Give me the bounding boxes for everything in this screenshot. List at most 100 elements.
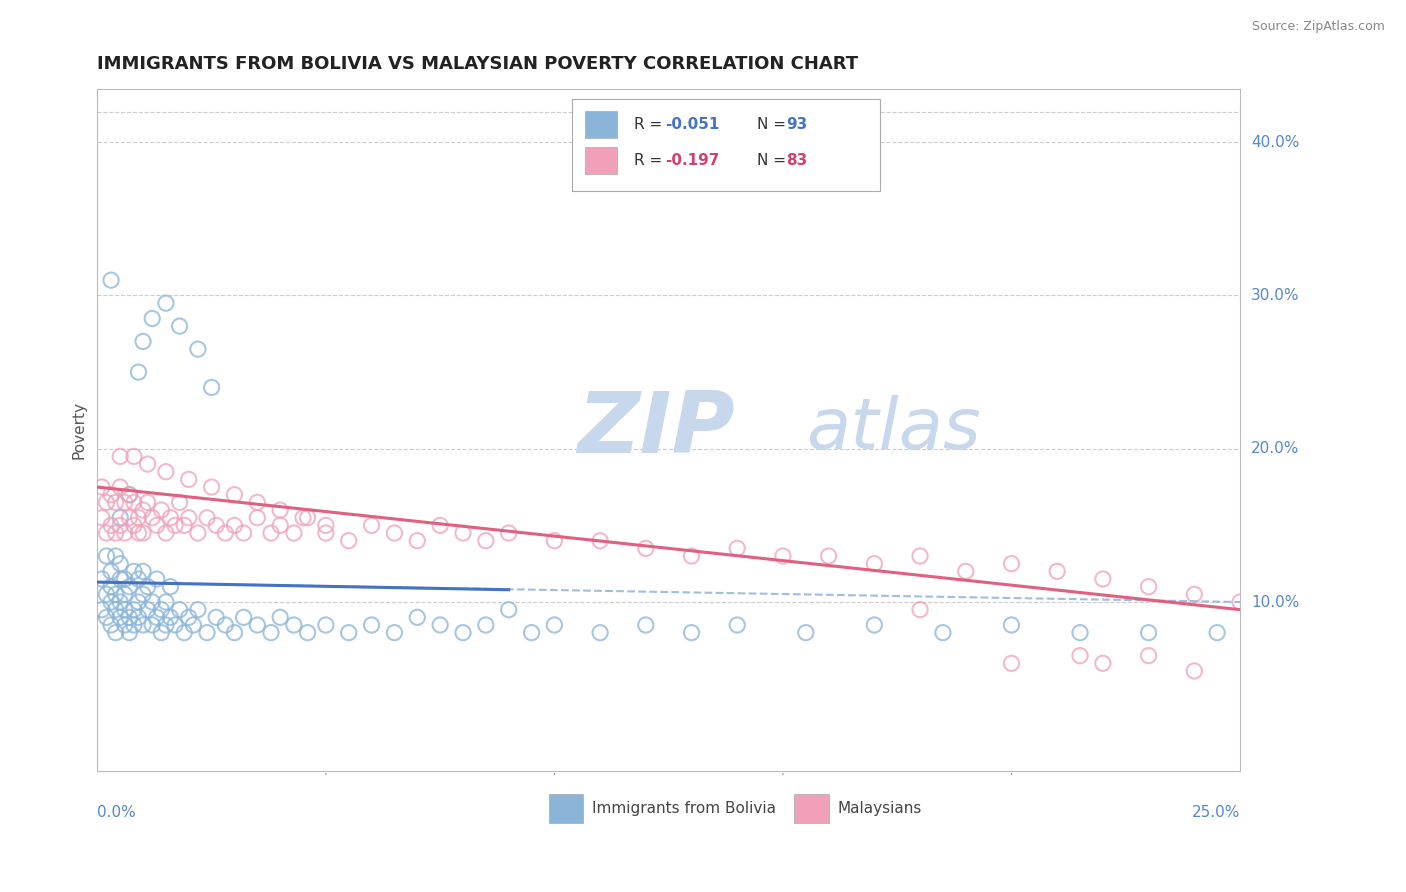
Point (260, 526, 283, 541)
Point (118, 488, 141, 502)
Point (183, 618, 205, 632)
Point (141, 595, 163, 609)
Point (224, 488, 246, 502)
Point (589, 533, 612, 548)
Point (96, 610, 118, 624)
Point (269, 610, 291, 624)
Point (1137, 648, 1160, 663)
Point (384, 625, 406, 640)
Point (159, 580, 181, 594)
Point (100, 565, 122, 579)
Text: -0.197: -0.197 (665, 153, 720, 168)
Point (283, 618, 305, 632)
Point (908, 549, 931, 563)
Point (201, 480, 224, 494)
Point (132, 618, 155, 632)
Point (108, 480, 131, 494)
Point (205, 518, 228, 533)
Point (127, 572, 149, 586)
Point (155, 526, 177, 541)
Point (136, 495, 159, 509)
Point (406, 610, 429, 624)
Point (114, 572, 136, 586)
Point (384, 526, 406, 541)
Point (451, 625, 474, 640)
Point (475, 533, 498, 548)
Point (725, 541, 748, 556)
Point (141, 618, 163, 632)
Point (177, 510, 200, 524)
Point (520, 625, 543, 640)
Point (108, 518, 131, 533)
Text: 93: 93 (786, 117, 807, 132)
Text: IMMIGRANTS FROM BOLIVIA VS MALAYSIAN POVERTY CORRELATION CHART: IMMIGRANTS FROM BOLIVIA VS MALAYSIAN POV… (97, 55, 859, 73)
Point (100, 580, 122, 594)
Point (100, 273, 122, 287)
Point (90, 510, 112, 524)
Point (118, 625, 141, 640)
Point (122, 518, 145, 533)
Point (90, 480, 112, 494)
Point (100, 518, 122, 533)
Text: 20.0%: 20.0% (1251, 442, 1299, 456)
Point (681, 549, 703, 563)
Point (634, 618, 657, 632)
Point (132, 565, 155, 579)
Point (145, 572, 167, 586)
Text: 10.0%: 10.0% (1251, 594, 1299, 609)
Point (127, 610, 149, 624)
Point (118, 510, 141, 524)
FancyBboxPatch shape (585, 146, 617, 174)
Point (155, 465, 177, 479)
Point (817, 549, 839, 563)
Text: N =: N = (756, 117, 790, 132)
Point (177, 610, 200, 624)
Point (155, 296, 177, 310)
Text: Source: ZipAtlas.com: Source: ZipAtlas.com (1251, 20, 1385, 33)
Point (169, 319, 191, 334)
Point (1137, 580, 1160, 594)
Point (104, 587, 127, 601)
Point (955, 565, 977, 579)
Point (201, 380, 224, 394)
Text: -0.051: -0.051 (665, 117, 720, 132)
Point (297, 625, 319, 640)
Point (127, 526, 149, 541)
Point (118, 610, 141, 624)
Point (429, 618, 451, 632)
Point (104, 625, 127, 640)
Point (475, 618, 498, 632)
Point (145, 610, 167, 624)
Text: Immigrants from Bolivia: Immigrants from Bolivia (592, 801, 776, 815)
Point (136, 602, 159, 616)
Point (283, 526, 305, 541)
Text: 83: 83 (786, 153, 807, 168)
Point (165, 518, 187, 533)
Point (205, 610, 228, 624)
Point (155, 595, 177, 609)
Point (104, 495, 127, 509)
Point (127, 510, 149, 524)
Point (96, 587, 118, 601)
Point (1000, 657, 1022, 671)
FancyBboxPatch shape (794, 795, 828, 823)
Point (108, 450, 131, 464)
Point (122, 618, 145, 632)
Point (108, 610, 131, 624)
Point (173, 625, 195, 640)
Point (214, 526, 236, 541)
Point (292, 510, 315, 524)
Point (232, 526, 254, 541)
Point (187, 526, 209, 541)
Point (96, 526, 118, 541)
Point (114, 587, 136, 601)
Point (114, 618, 136, 632)
Point (908, 602, 931, 616)
Point (269, 518, 291, 533)
Point (1069, 625, 1091, 640)
Point (214, 618, 236, 632)
Point (187, 342, 209, 356)
Point (122, 495, 145, 509)
Point (863, 557, 886, 571)
Point (406, 533, 429, 548)
